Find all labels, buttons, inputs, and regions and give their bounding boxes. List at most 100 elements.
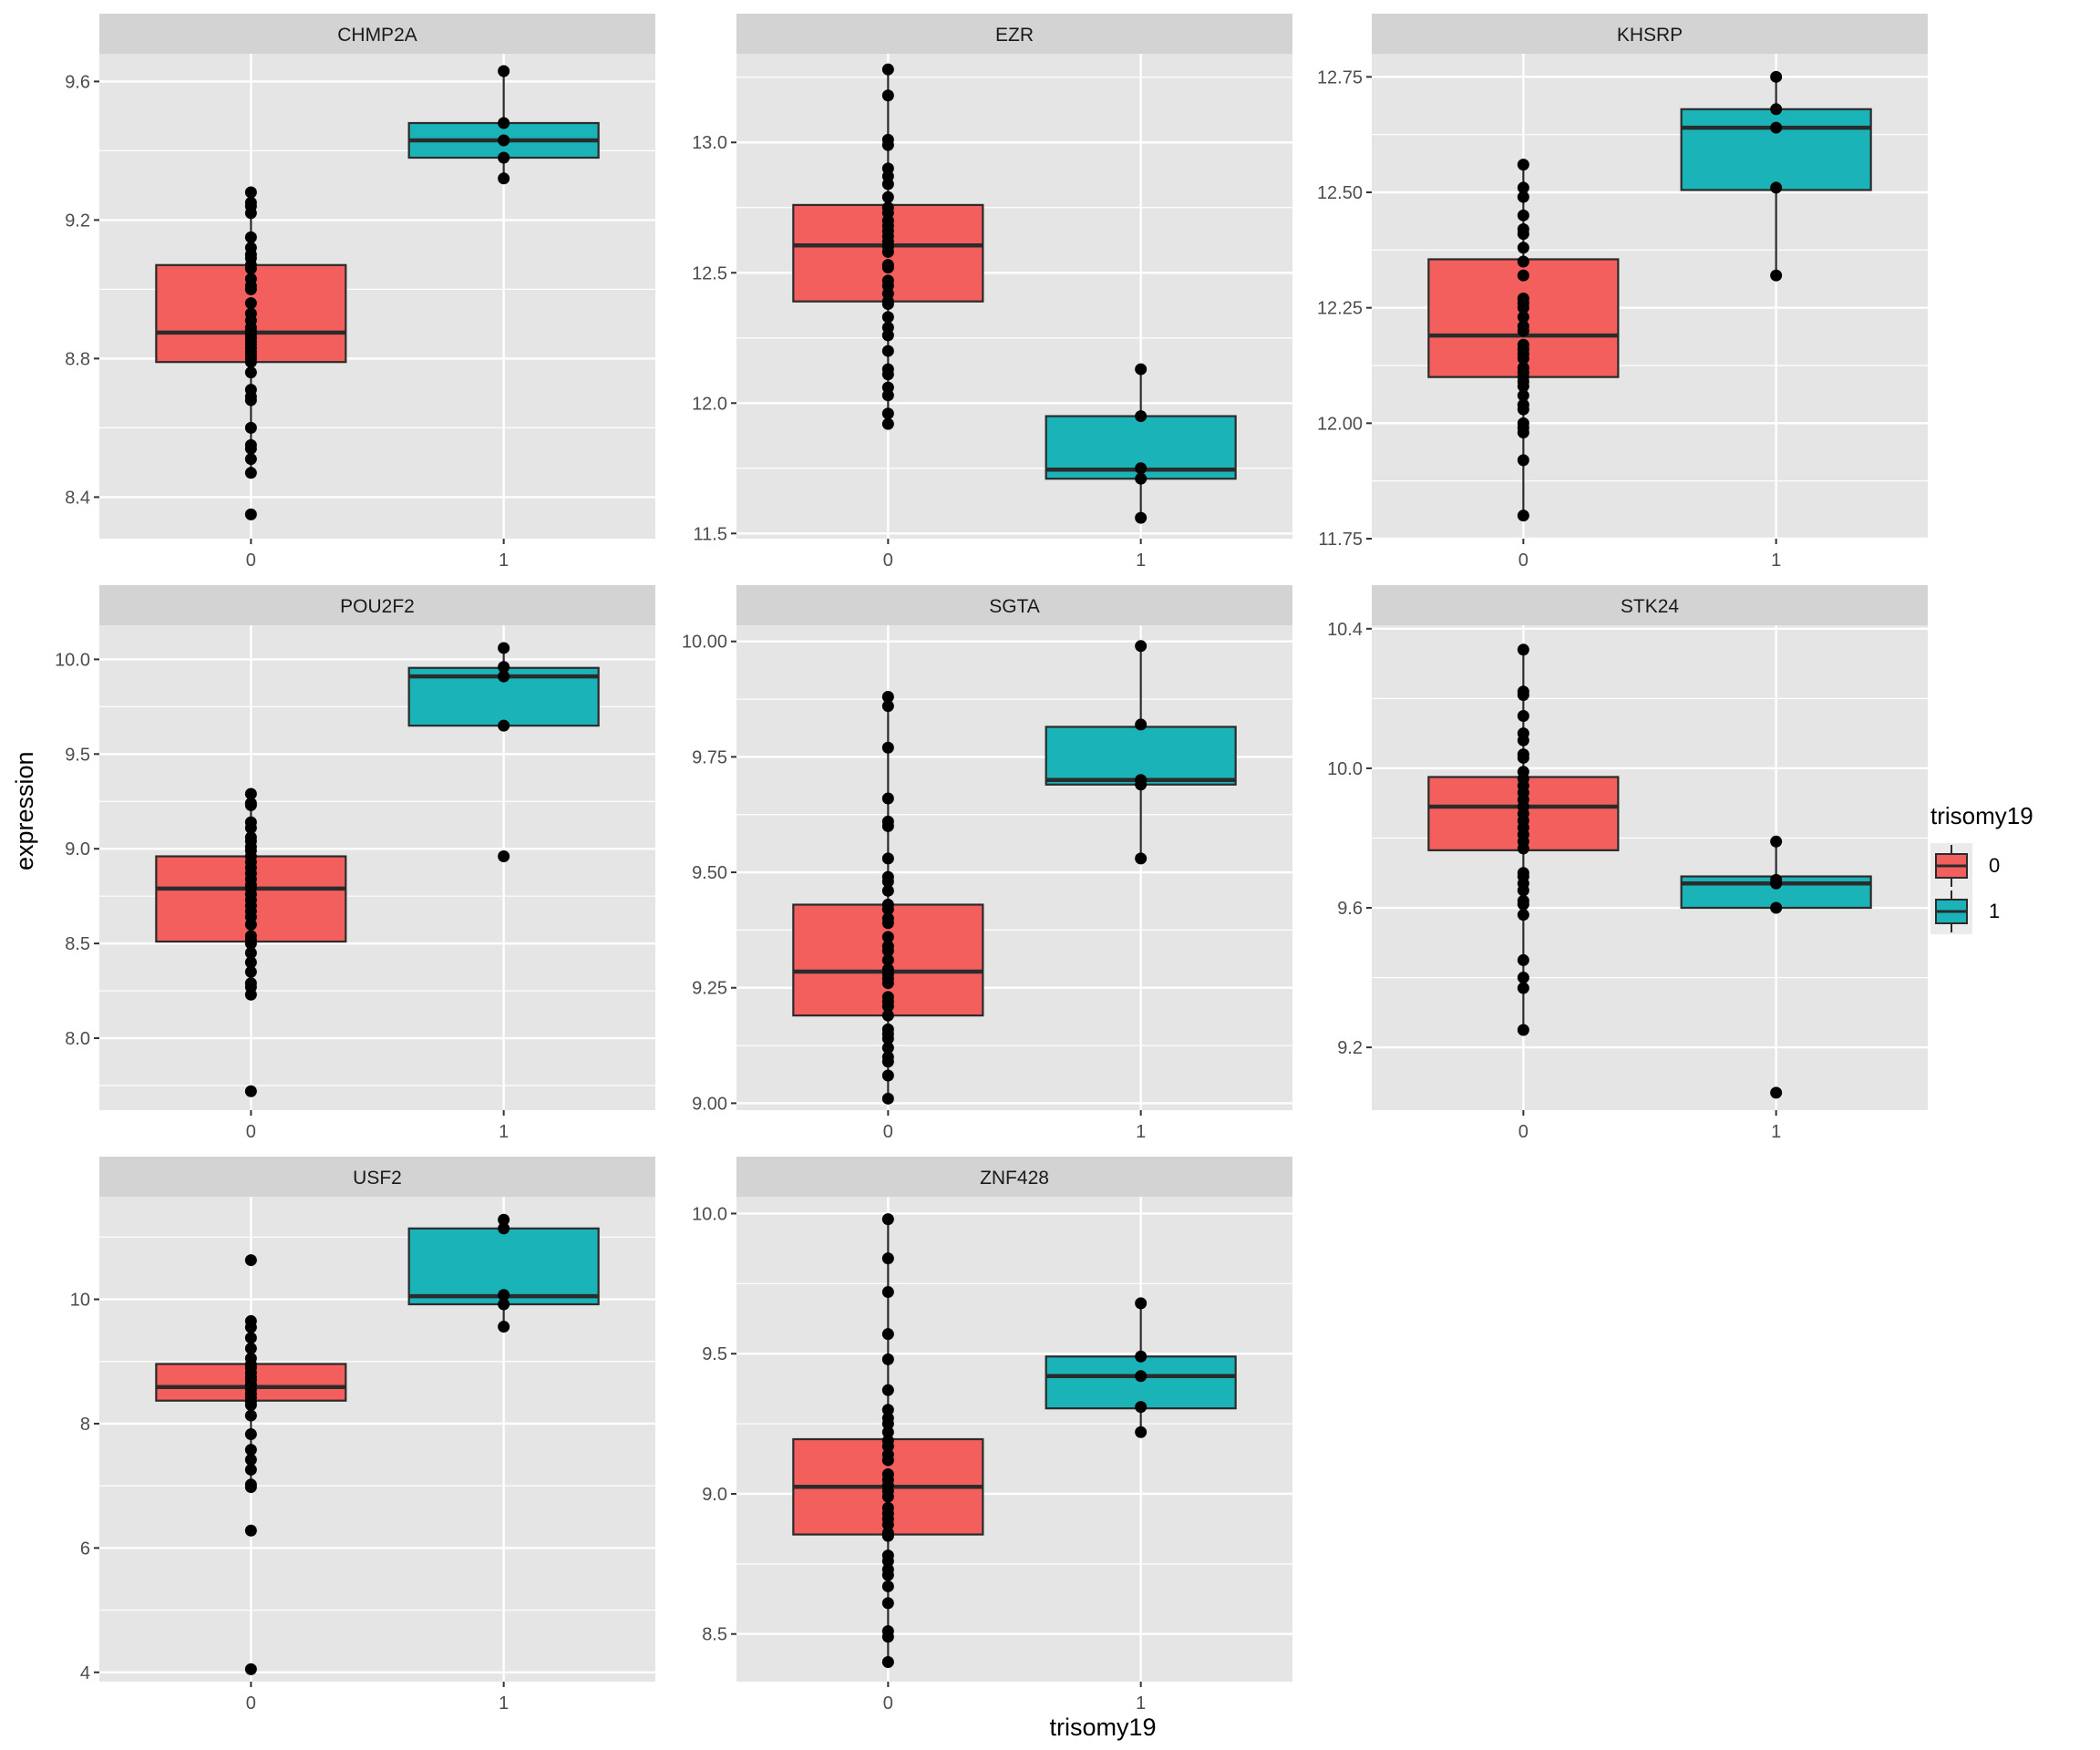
data-point (1135, 718, 1148, 731)
data-point (881, 1580, 894, 1592)
data-point (881, 953, 894, 966)
data-point (1135, 852, 1148, 865)
data-point (1135, 1401, 1148, 1414)
x-tick-label: 1 (1136, 1693, 1146, 1714)
data-point (881, 1454, 894, 1467)
data-point (244, 947, 257, 960)
data-point (881, 691, 894, 704)
data-point (881, 852, 894, 865)
data-point (881, 345, 894, 357)
data-point (1135, 1370, 1148, 1383)
x-tick-label: 1 (1136, 1122, 1146, 1142)
data-point (1517, 953, 1529, 966)
y-tick-label: 10.0 (55, 650, 90, 670)
data-point (1517, 982, 1529, 994)
data-point (1770, 835, 1783, 848)
y-tick-label: 11.75 (1318, 530, 1363, 550)
x-tick-label: 0 (1518, 1122, 1529, 1142)
y-tick-label: 9.50 (692, 863, 727, 883)
data-point (244, 394, 257, 407)
data-point (881, 1518, 894, 1531)
data-point (881, 368, 894, 381)
data-point (1517, 510, 1529, 522)
data-point (1517, 689, 1529, 702)
data-point (498, 661, 510, 674)
data-point (881, 407, 894, 420)
data-point (881, 977, 894, 990)
data-point (1517, 909, 1529, 921)
data-point (881, 917, 894, 930)
y-tick-label: 6 (80, 1539, 90, 1559)
data-point (1517, 352, 1529, 365)
legend-key-1 (1930, 889, 1972, 934)
legend-item-0: 0 (1930, 843, 2033, 889)
data-point (881, 298, 894, 311)
data-point (498, 642, 510, 654)
y-tick-label: 12.0 (692, 394, 727, 414)
data-point (881, 178, 894, 190)
data-point (244, 1085, 257, 1097)
y-tick-label: 9.6 (65, 72, 90, 92)
data-point (244, 821, 257, 834)
data-point (1517, 324, 1529, 337)
data-point (881, 1404, 894, 1416)
data-point (244, 798, 257, 811)
facet-strip-label: EZR (995, 25, 1034, 46)
data-point (1135, 472, 1148, 485)
data-point (881, 1353, 894, 1365)
panel-sgta: SGTA 9.00 9.25 9.50 9.75 10.00 0 1 (682, 585, 1292, 1142)
data-point (244, 283, 257, 295)
facet-strip (736, 585, 1292, 625)
data-point (1517, 643, 1529, 656)
data-point (498, 1298, 510, 1311)
data-point (1517, 302, 1529, 314)
data-point (1770, 103, 1783, 116)
data-point (881, 1597, 894, 1610)
data-point (881, 1286, 894, 1299)
data-point (881, 1328, 894, 1341)
data-point (244, 1332, 257, 1344)
data-point (244, 988, 257, 1001)
legend-item-1: 1 (1930, 889, 2033, 934)
data-point (881, 1252, 894, 1265)
data-point (881, 700, 894, 713)
data-point (1517, 751, 1529, 764)
data-point (1135, 1426, 1148, 1438)
y-tick-label: 12.5 (692, 263, 727, 283)
x-tick-label: 1 (499, 1122, 509, 1142)
legend-title: trisomy19 (1930, 802, 2033, 829)
y-axis-title: expression (11, 751, 38, 870)
data-point (244, 1463, 257, 1476)
x-tick-label: 1 (1136, 551, 1146, 571)
data-point (1517, 190, 1529, 203)
data-point (881, 1055, 894, 1068)
panel-background (1372, 625, 1928, 1110)
data-point (881, 63, 894, 76)
facet-strip (99, 14, 655, 54)
legend: trisomy19 0 1 (1930, 802, 2033, 934)
y-tick-label: 9.0 (65, 839, 90, 860)
data-point (881, 1555, 894, 1568)
y-tick-label: 13.0 (692, 133, 727, 153)
legend-label-1: 1 (1989, 900, 2001, 922)
y-tick-label: 11.5 (694, 524, 727, 544)
x-tick-label: 0 (246, 1122, 256, 1142)
data-point (881, 884, 894, 897)
y-tick-label: 9.2 (65, 211, 90, 231)
x-tick-label: 0 (883, 1122, 893, 1142)
data-point (498, 670, 510, 683)
data-point (1135, 511, 1148, 524)
data-point (881, 262, 894, 274)
data-point (498, 719, 510, 732)
data-point (498, 1222, 510, 1235)
data-point (1517, 380, 1529, 393)
data-point (244, 1428, 257, 1441)
data-point (244, 965, 257, 978)
x-tick-label: 0 (246, 551, 256, 571)
facet-strip-label: USF2 (353, 1168, 402, 1189)
x-tick-label: 0 (883, 1693, 893, 1714)
y-tick-label: 10.00 (682, 633, 727, 653)
panel-khsrp: KHSRP 11.75 12.00 12.25 12.50 12.75 0 1 (1317, 14, 1928, 571)
data-point (1517, 228, 1529, 241)
data-point (881, 1213, 894, 1226)
